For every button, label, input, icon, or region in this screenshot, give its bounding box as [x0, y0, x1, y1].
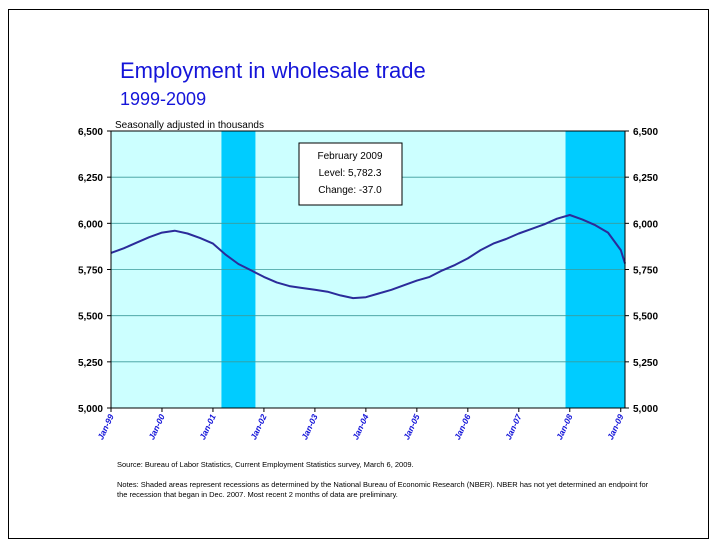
x-tick-label-4: Jan-03 [299, 412, 320, 441]
chart-title: Employment in wholesale trade [120, 58, 426, 83]
x-tick-label-6: Jan-05 [401, 412, 422, 441]
y-tick-label-left-2: 5,500 [78, 312, 103, 323]
y-tick-label-left-5: 6,250 [78, 173, 103, 184]
y-tick-label-right-4: 6,000 [633, 219, 658, 230]
x-tick-label-0: Jan-99 [95, 412, 116, 441]
units-note: Seasonally adjusted in thousands [115, 120, 264, 131]
y-tick-label-right-3: 5,750 [633, 266, 658, 277]
y-tick-label-left-6: 6,500 [78, 127, 103, 138]
x-tick-label-3: Jan-02 [248, 412, 269, 441]
y-tick-label-left-4: 6,000 [78, 219, 103, 230]
y-tick-label-right-0: 5,000 [633, 404, 658, 415]
footnote: Notes: Shaded areas represent recessions… [117, 480, 649, 499]
x-tick-label-5: Jan-04 [350, 412, 371, 441]
x-tick-label-8: Jan-07 [503, 411, 524, 441]
y-tick-label-left-0: 5,000 [78, 404, 103, 415]
callout-line2: Level: 5,782.3 [319, 168, 382, 179]
y-tick-label-right-1: 5,250 [633, 358, 658, 369]
x-tick-label-2: Jan-01 [197, 412, 218, 441]
series-line-layer [110, 214, 626, 300]
source-note: Source: Bureau of Labor Statistics, Curr… [117, 460, 414, 469]
chart-subtitle: 1999-2009 [120, 89, 207, 109]
x-tick-label-10: Jan-09 [605, 412, 626, 441]
y-tick-label-right-6: 6,500 [633, 127, 658, 138]
series-line-1 [110, 214, 626, 300]
y-tick-label-left-1: 5,250 [78, 358, 103, 369]
callout-line3: Change: -37.0 [318, 185, 382, 196]
y-tick-label-right-2: 5,500 [633, 312, 658, 323]
x-tick-label-7: Jan-06 [452, 412, 473, 441]
callout-line1: February 2009 [317, 151, 382, 162]
callout-box: February 2009 Level: 5,782.3 Change: -37… [298, 142, 403, 206]
y-tick-label-right-5: 6,250 [633, 173, 658, 184]
x-tick-label-9: Jan-08 [554, 412, 575, 441]
y-tick-label-left-3: 5,750 [78, 266, 103, 277]
x-tick-label-1: Jan-00 [146, 412, 167, 441]
